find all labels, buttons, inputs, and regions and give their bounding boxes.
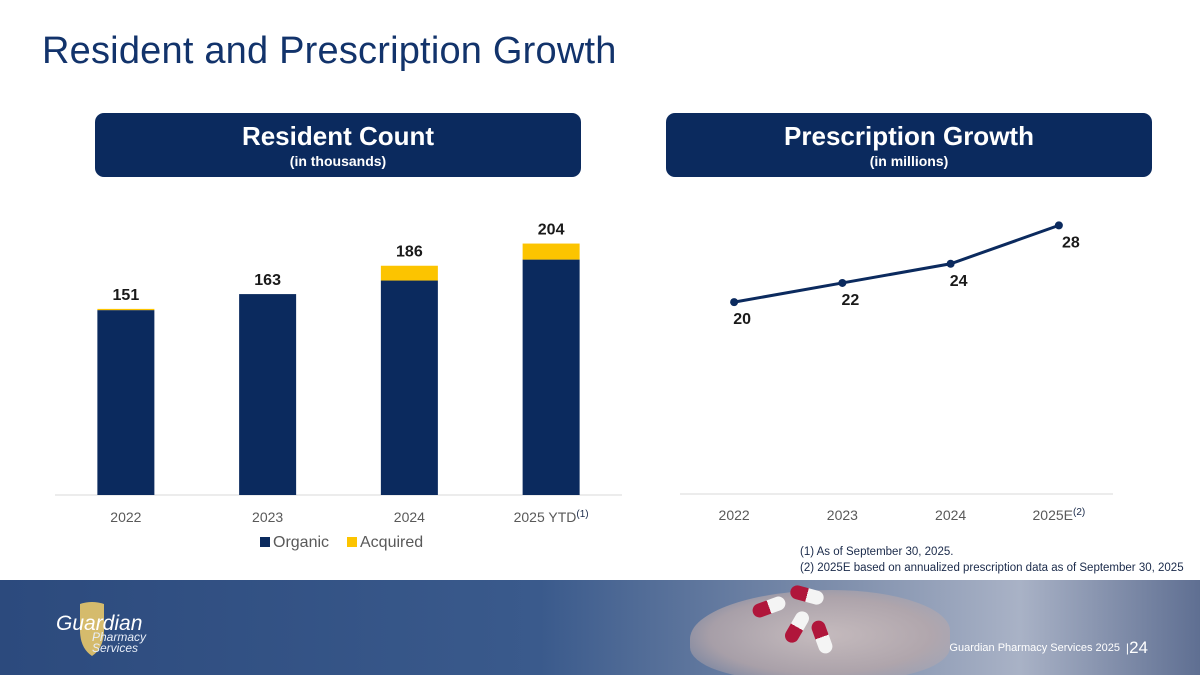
logo-wordmark: Guardian <box>56 612 143 635</box>
logo-subtext: Pharmacy Services <box>92 630 147 655</box>
logo-line-services: Services <box>92 641 139 655</box>
bar-acquired <box>380 265 438 281</box>
footer-separator: | <box>1125 641 1129 655</box>
line-category-label: 2022 <box>719 507 750 523</box>
bar-total-label: 204 <box>538 222 565 239</box>
bar-category-label: 2024 <box>394 509 425 525</box>
prescription-series-line <box>733 223 1060 304</box>
legend-acquired-swatch <box>347 537 357 547</box>
page-title: Resident and Prescription Growth <box>42 30 617 72</box>
prescription-data-point <box>838 278 847 287</box>
bar-total-label: 151 <box>113 287 140 304</box>
footnote-1: (1) As of September 30, 2025. <box>800 546 954 558</box>
prescription-data-label: 20 <box>733 311 751 328</box>
bar-category-label: 2023 <box>252 509 283 525</box>
resident-count-title: Resident Count <box>241 121 435 151</box>
bar-organic <box>239 294 297 495</box>
logo-line-pharmacy: Pharmacy <box>92 630 147 644</box>
prescription-growth-title: Prescription Growth <box>784 121 1034 151</box>
legend-acquired-label: Acquired <box>360 534 423 551</box>
prescription-data-label: 28 <box>1062 234 1080 251</box>
bar-organic <box>97 310 155 495</box>
bar-acquired <box>97 308 155 311</box>
resident-count-header: Resident Count (in thousands) <box>95 113 581 177</box>
footer-banner <box>0 580 1200 675</box>
page-number: 24 <box>1129 638 1148 657</box>
prescription-data-point <box>730 298 739 307</box>
prescription-data-label: 24 <box>950 273 968 290</box>
bar-organic <box>380 280 438 495</box>
legend-organic-swatch <box>260 537 270 547</box>
bar-category-label: 2025 YTD(1) <box>514 509 589 525</box>
line-category-label: 2025E(2) <box>1033 507 1086 523</box>
legend-organic-label: Organic <box>273 534 329 551</box>
footnotes: (1) As of September 30, 2025. (2) 2025E … <box>800 544 1184 576</box>
bar-total-label: 163 <box>254 272 281 289</box>
footer-company-label: Guardian Pharmacy Services 2025 <box>949 642 1120 654</box>
line-category-label: 2023 <box>827 507 858 523</box>
prescription-data-point <box>1054 221 1063 230</box>
footnote-2: (2) 2025E based on annualized prescripti… <box>800 562 1184 574</box>
bar-organic <box>522 259 580 495</box>
prescription-data-point <box>946 259 955 268</box>
bar-category-label: 2022 <box>110 509 141 525</box>
footer-company: Guardian Pharmacy Services 2025 <box>949 642 1120 654</box>
bar-total-label: 186 <box>396 244 423 261</box>
prescription-growth-header: Prescription Growth (in millions) <box>666 113 1152 177</box>
line-category-label: 2024 <box>935 507 966 523</box>
guardian-shield-logo-icon <box>80 602 104 656</box>
bar-acquired <box>522 243 580 260</box>
prescription-data-label: 22 <box>841 292 859 309</box>
prescription-growth-subtitle: (in millions) <box>869 153 949 169</box>
resident-count-subtitle: (in thousands) <box>289 153 387 169</box>
